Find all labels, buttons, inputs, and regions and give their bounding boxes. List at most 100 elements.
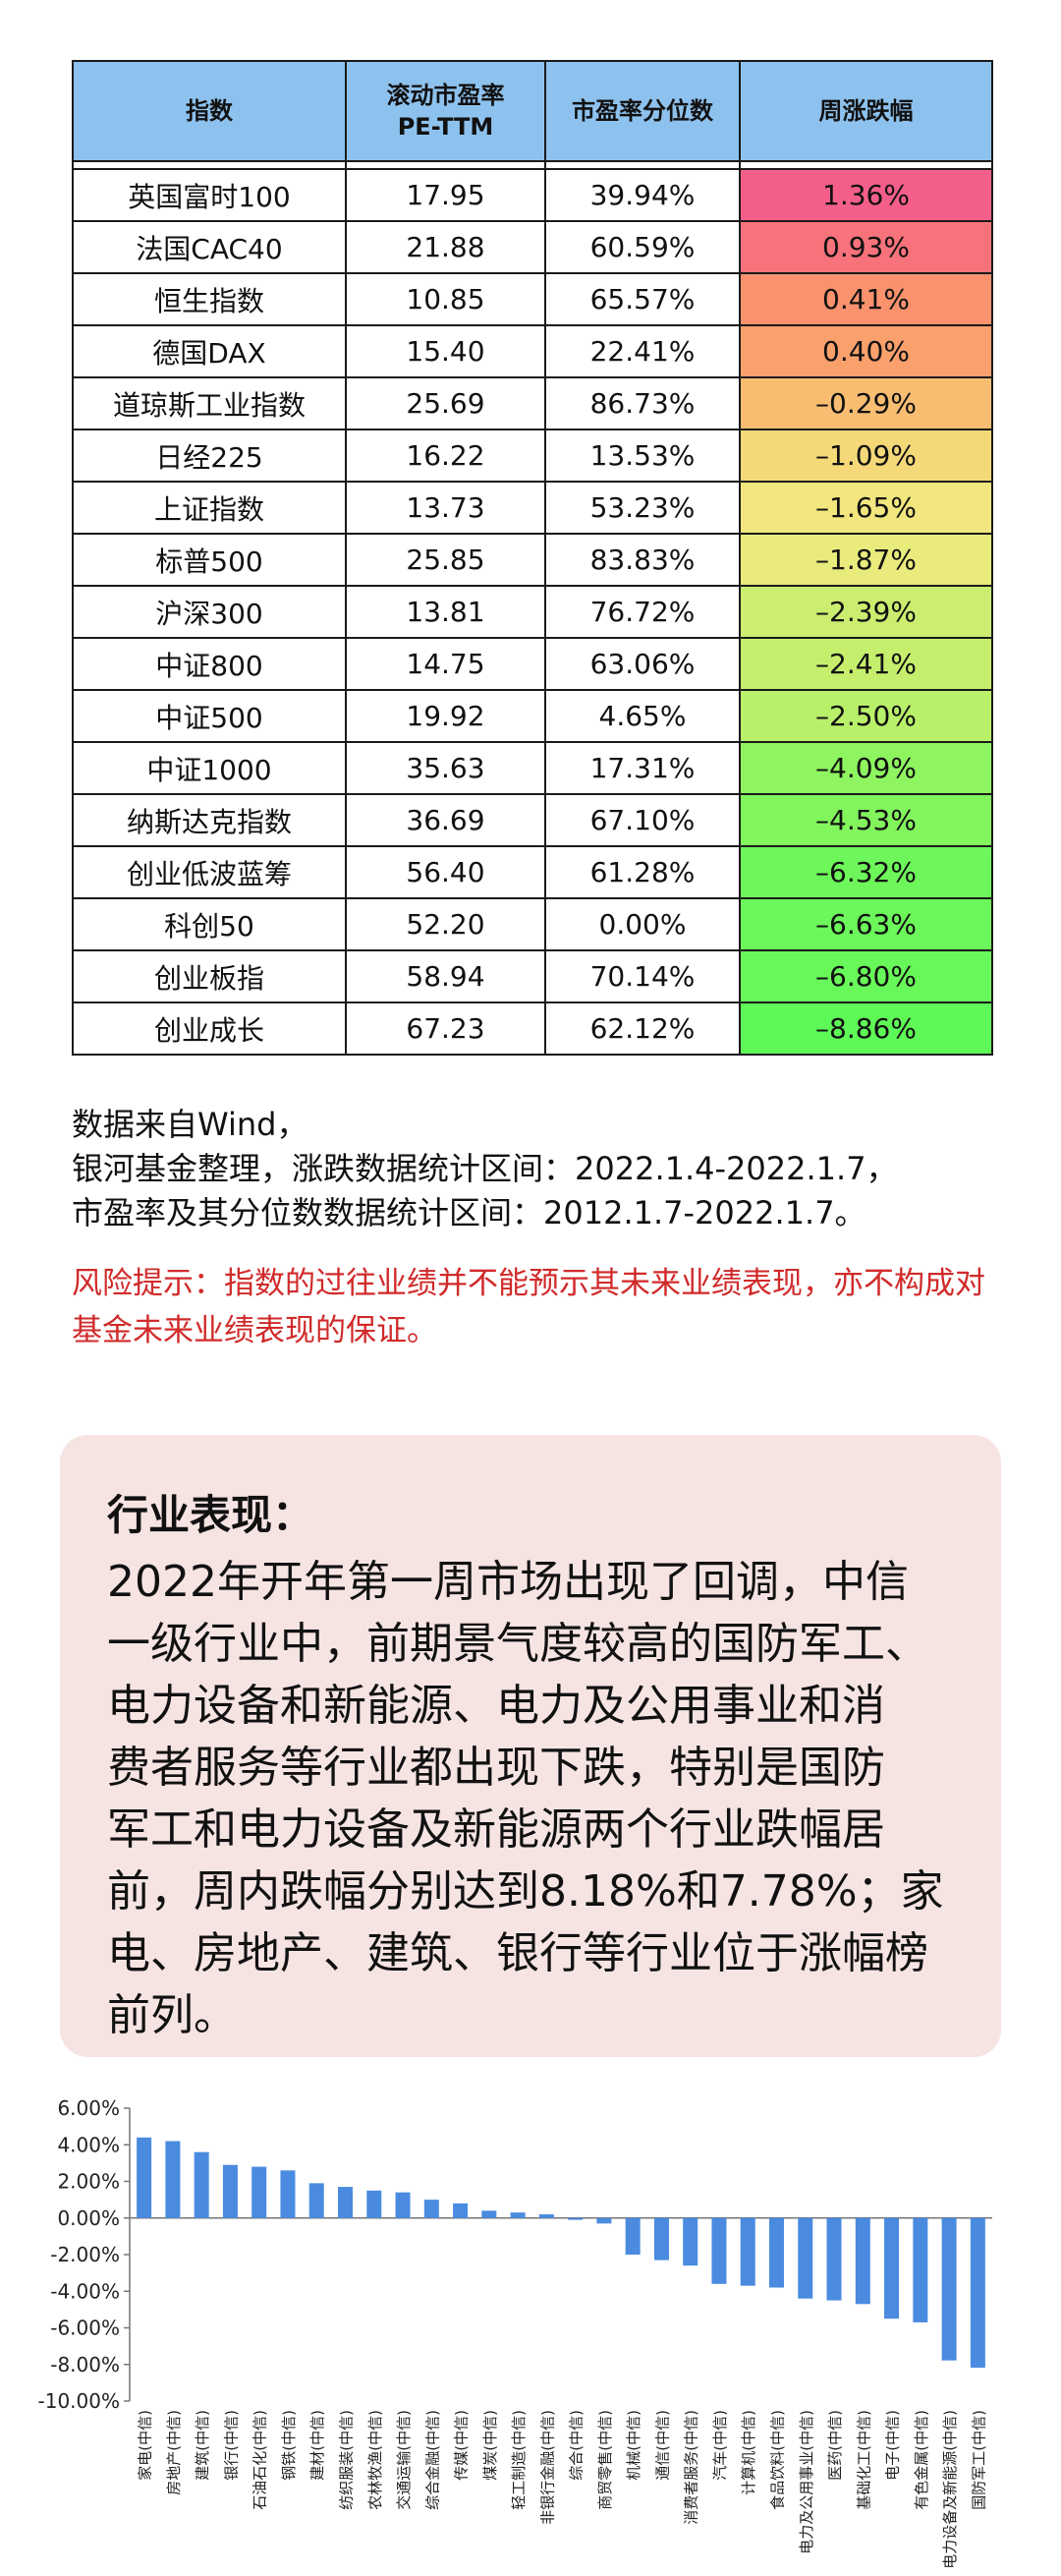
- note-line-3: 市盈率及其分位数数据统计区间：2012.1.7-2022.1.7。: [72, 1194, 866, 1231]
- x-category-label: 电力及公用事业(中信): [798, 2410, 815, 2554]
- pe-ttm-cell: 10.85: [345, 272, 546, 326]
- bar-8: [366, 2190, 382, 2218]
- pe-ttm-cell: 56.40: [345, 845, 546, 899]
- y-tick-label: -6.00%: [50, 2317, 120, 2340]
- x-category-label: 非银行金融(中信): [538, 2410, 556, 2525]
- table-row: 中证800 14.75 63.06% –2.41%: [72, 637, 993, 691]
- pe-ttm-cell: 21.88: [345, 220, 546, 274]
- index-valuation-table: 指数 滚动市盈率 PE-TTM 市盈率分位数 周涨跌幅 英国富时100 17.95…: [72, 60, 993, 1056]
- bar-23: [798, 2217, 813, 2299]
- index-name-cell: 创业成长: [72, 1002, 347, 1056]
- pe-ttm-cell: 67.23: [345, 1002, 546, 1056]
- x-category-label: 商贸零售(中信): [596, 2410, 614, 2510]
- weekly-change-cell: –1.87%: [739, 533, 993, 587]
- bar-0: [137, 2137, 152, 2218]
- table-row: 道琼斯工业指数 25.69 86.73% –0.29%: [72, 376, 993, 430]
- weekly-change-cell: –2.50%: [739, 689, 993, 743]
- bar-5: [280, 2170, 296, 2218]
- pe-percentile-cell: 22.41%: [544, 324, 741, 378]
- table-row: 中证1000 35.63 17.31% –4.09%: [72, 741, 993, 795]
- pe-percentile-cell: 17.31%: [544, 741, 741, 795]
- pe-ttm-cell: 58.94: [345, 949, 546, 1003]
- x-category-label: 家电(中信): [137, 2410, 154, 2481]
- bar-21: [740, 2217, 755, 2286]
- y-tick-label: 0.00%: [57, 2206, 120, 2230]
- weekly-change-cell: –1.09%: [739, 429, 993, 483]
- weekly-change-cell: 0.93%: [739, 220, 993, 274]
- y-tick-label: 4.00%: [57, 2133, 120, 2156]
- pe-percentile-cell: 4.65%: [544, 689, 741, 743]
- header-index: 指数: [72, 60, 347, 162]
- bar-1: [165, 2141, 181, 2218]
- industry-weekly-change-chart: 6.00% 4.00% 2.00% 0.00% -2.00% -4.00% -6.00% -8…: [38, 2096, 992, 2569]
- pe-percentile-cell: 13.53%: [544, 429, 741, 483]
- weekly-change-cell: –2.39%: [739, 585, 993, 639]
- bar-27: [913, 2217, 928, 2322]
- index-name-cell: 纳斯达克指数: [72, 793, 347, 847]
- x-category-label: 消费者服务(中信): [683, 2410, 700, 2525]
- pe-percentile-cell: 60.59%: [544, 220, 741, 274]
- bar-18: [653, 2217, 669, 2261]
- weekly-change-cell: –6.80%: [739, 949, 993, 1003]
- industry-line: 前列。: [107, 1990, 237, 2040]
- industry-line: 2022年开年第一周市场出现了回调，中信: [107, 1557, 909, 1607]
- pe-percentile-cell: 61.28%: [544, 845, 741, 899]
- pe-percentile-cell: 67.10%: [544, 793, 741, 847]
- weekly-change-cell: –4.09%: [739, 741, 993, 795]
- table-row: 上证指数 13.73 53.23% –1.65%: [72, 481, 993, 535]
- index-name-cell: 科创50: [72, 897, 347, 951]
- pe-percentile-cell: 53.23%: [544, 481, 741, 535]
- pe-percentile-cell: 0.00%: [544, 897, 741, 951]
- index-name-cell: 上证指数: [72, 481, 347, 535]
- pe-ttm-cell: 14.75: [345, 637, 546, 691]
- x-category-label: 农林牧渔(中信): [366, 2410, 384, 2510]
- pe-ttm-cell: 19.92: [345, 689, 546, 743]
- table-row: 英国富时100 17.95 39.94% 1.36%: [72, 168, 993, 222]
- pe-percentile-cell: 65.57%: [544, 272, 741, 326]
- pe-ttm-cell: 13.81: [345, 585, 546, 639]
- x-category-label: 传媒(中信): [453, 2410, 471, 2481]
- bar-3: [222, 2164, 238, 2218]
- x-category-label: 交通运输(中信): [395, 2410, 413, 2510]
- index-name-cell: 中证1000: [72, 741, 347, 795]
- index-name-cell: 恒生指数: [72, 272, 347, 326]
- table-row: 日经225 16.22 13.53% –1.09%: [72, 429, 993, 483]
- x-category-label: 钢铁(中信): [280, 2410, 298, 2481]
- industry-title: 行业表现：: [107, 1491, 314, 1539]
- bar-19: [683, 2217, 698, 2266]
- table-row: 纳斯达克指数 36.69 67.10% –4.53%: [72, 793, 993, 847]
- pe-percentile-cell: 39.94%: [544, 168, 741, 222]
- table-row: 德国DAX 15.40 22.41% 0.40%: [72, 324, 993, 378]
- bar-6: [308, 2183, 324, 2218]
- bar-10: [423, 2200, 439, 2218]
- y-tick-label: -8.00%: [50, 2353, 120, 2376]
- weekly-change-cell: –6.63%: [739, 897, 993, 951]
- table-row: 创业低波蓝筹 56.40 61.28% –6.32%: [72, 845, 993, 899]
- index-name-cell: 日经225: [72, 429, 347, 483]
- bar-24: [826, 2217, 842, 2301]
- weekly-change-cell: –6.32%: [739, 845, 993, 899]
- industry-line: 费者服务等行业都出现下跌，特别是国防: [107, 1743, 885, 1793]
- industry-body: 2022年开年第一周市场出现了回调，中信 一级行业中，前期景气度较高的国防军工、…: [107, 1551, 972, 2046]
- bar-29: [970, 2217, 985, 2369]
- bar-25: [855, 2217, 870, 2305]
- x-category-label: 电子(中信): [884, 2410, 902, 2481]
- weekly-change-cell: –0.29%: [739, 376, 993, 430]
- pe-ttm-cell: 13.73: [345, 481, 546, 535]
- table-row: 中证500 19.92 4.65% –2.50%: [72, 689, 993, 743]
- index-name-cell: 英国富时100: [72, 168, 347, 222]
- bar-20: [711, 2217, 727, 2284]
- header-percentile: 市盈率分位数: [544, 60, 741, 162]
- x-category-label: 轻工制造(中信): [510, 2410, 528, 2510]
- table-row: 创业板指 58.94 70.14% –6.80%: [72, 949, 993, 1003]
- bar-13: [510, 2212, 526, 2218]
- index-name-cell: 德国DAX: [72, 324, 347, 378]
- industry-performance-card: 行业表现： 2022年开年第一周市场出现了回调，中信 一级行业中，前期景气度较高…: [60, 1435, 1001, 2057]
- x-category-label: 煤炭(中信): [481, 2410, 499, 2481]
- index-name-cell: 中证500: [72, 689, 347, 743]
- data-source-notes: 数据来自Wind， 银河基金整理，涨跌数据统计区间：2022.1.4-2022.…: [72, 1103, 1015, 1235]
- pe-ttm-cell: 35.63: [345, 741, 546, 795]
- table-spacer-row: [72, 160, 993, 170]
- y-tick-label: 2.00%: [57, 2170, 120, 2194]
- bar-2: [194, 2151, 209, 2218]
